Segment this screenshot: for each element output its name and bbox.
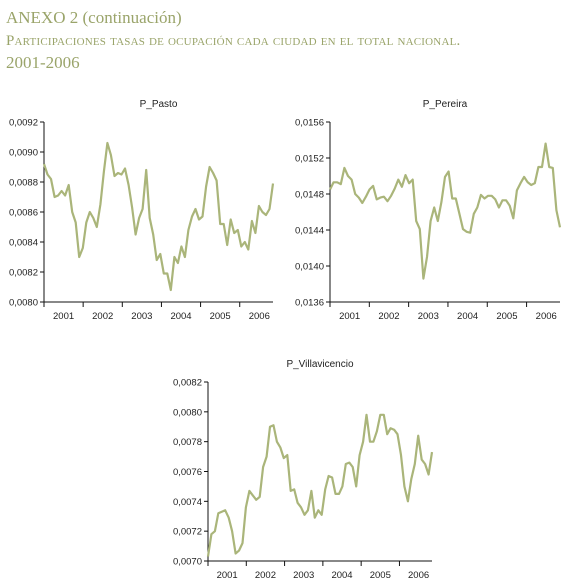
pereira-x-tick-label: 2005 — [496, 311, 517, 322]
pasto-series-line — [42, 141, 275, 292]
pereira-x-tick-label: 2002 — [378, 311, 399, 322]
villavicencio-y-tick-label: 0,0080 — [173, 407, 202, 418]
villavicencio-x-tick-label: 2003 — [293, 570, 314, 581]
pereira-y-tick-label: 0,0140 — [295, 262, 324, 273]
pasto-y-tick-label: 0,0092 — [9, 118, 38, 129]
pereira-x-tick-label: 2006 — [536, 311, 557, 322]
pasto-y-tick-label: 0,0090 — [9, 148, 38, 159]
pereira-y-tick-label: 0,0156 — [295, 118, 324, 129]
villavicencio-y-tick-label: 0,0070 — [173, 557, 202, 568]
villavicencio-x-tick-label: 2004 — [331, 570, 352, 581]
pasto-x-tick-label: 2004 — [170, 311, 191, 322]
pasto-y-tick-label: 0,0084 — [9, 238, 38, 249]
villavicencio-y-tick-label: 0,0072 — [173, 527, 202, 538]
pereira-chart-title: P_Pereira — [423, 99, 468, 110]
villavicencio-y-tick-label: 0,0074 — [173, 497, 202, 508]
pereira-y-tick-label: 0,0144 — [295, 226, 324, 237]
pasto-y-tick-label: 0,0080 — [9, 298, 38, 309]
pereira-y-tick-label: 0,0152 — [295, 154, 324, 165]
villavicencio-series-line — [206, 413, 434, 557]
villavicencio-x-tick-label: 2001 — [217, 570, 238, 581]
pereira-y-tick-label: 0,0148 — [295, 190, 324, 201]
pasto-chart-title: P_Pasto — [140, 99, 178, 110]
pereira-x-tick-label: 2004 — [457, 311, 478, 322]
pasto-x-tick-label: 2006 — [249, 311, 270, 322]
pasto-x-tick-label: 2002 — [92, 311, 113, 322]
villavicencio-x-tick-label: 2005 — [370, 570, 391, 581]
villavicencio-y-tick-label: 0,0078 — [173, 437, 202, 448]
pereira-x-tick-label: 2003 — [418, 311, 439, 322]
pasto-x-tick-label: 2003 — [131, 311, 152, 322]
villavicencio-x-tick-label: 2002 — [255, 570, 276, 581]
pasto-y-tick-label: 0,0082 — [9, 268, 38, 279]
villavicencio-chart-title: P_Villavicencio — [286, 359, 354, 370]
pereira-x-tick-label: 2001 — [339, 311, 360, 322]
villavicencio-y-tick-label: 0,0076 — [173, 467, 202, 478]
pasto-y-tick-label: 0,0088 — [9, 178, 38, 189]
villavicencio-y-tick-label: 0,0082 — [173, 378, 202, 389]
pasto-x-tick-label: 2001 — [53, 311, 74, 322]
annex-title: ANEXO 2 (continuación) — [6, 8, 182, 27]
pasto-y-tick-label: 0,0086 — [9, 208, 38, 219]
pereira-series-line — [329, 142, 562, 280]
annex-years: 2001-2006 — [6, 53, 80, 72]
pereira-y-tick-label: 0,0136 — [295, 298, 324, 309]
annex-subtitle: Participaciones tasas de ocupación cada … — [6, 33, 461, 49]
villavicencio-x-tick-label: 2006 — [408, 570, 429, 581]
pasto-x-tick-label: 2005 — [210, 311, 231, 322]
